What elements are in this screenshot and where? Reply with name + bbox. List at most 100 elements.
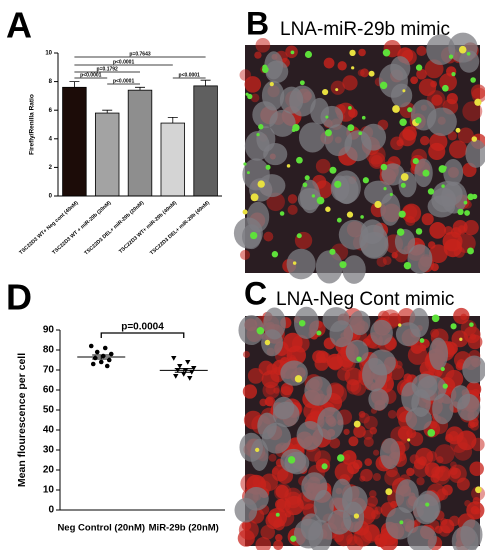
y-tick-label: 30 — [43, 445, 55, 456]
green-signal — [467, 247, 474, 255]
x-tick-label: Neg Control (20nM) — [57, 523, 145, 534]
green-signal — [360, 215, 364, 219]
nucleus — [390, 56, 411, 81]
nucleus — [395, 479, 419, 513]
green-signal — [403, 261, 412, 270]
green-signal — [474, 98, 482, 106]
red-signal — [350, 380, 367, 396]
data-point — [88, 343, 94, 349]
red-signal — [346, 534, 358, 546]
nucleus — [298, 122, 327, 153]
green-signal — [399, 118, 407, 126]
nucleus — [315, 250, 343, 284]
red-signal — [415, 447, 434, 466]
data-point — [106, 357, 112, 363]
green-signal — [347, 124, 355, 132]
green-signal — [442, 383, 448, 389]
red-signal — [247, 367, 264, 384]
nucleus — [370, 319, 393, 346]
p-value: p<0.0001 — [179, 72, 200, 78]
green-signal — [383, 187, 387, 191]
green-signal — [302, 182, 308, 188]
nucleus — [317, 406, 344, 440]
nucleus — [405, 407, 432, 431]
nucleus — [451, 525, 479, 550]
y-tick-label: 50 — [43, 405, 55, 416]
micrograph — [234, 306, 485, 550]
red-signal — [341, 450, 357, 466]
red-signal — [448, 430, 459, 442]
x-tick-label: MiR-29b (20nM) — [149, 523, 219, 534]
red-signal — [291, 334, 310, 353]
nucleus — [395, 322, 421, 347]
nucleus — [320, 105, 344, 128]
p-value: p<0.0001 — [80, 72, 101, 78]
red-signal — [358, 411, 366, 418]
image-title: LNA-Neg Cont mimic — [276, 289, 454, 310]
red-signal — [419, 361, 436, 377]
x-tick-label: TSC22D3 WT + miR-29b (20nM) — [51, 200, 112, 256]
y-tick-label: 80 — [43, 345, 55, 356]
green-signal — [279, 211, 285, 216]
green-signal — [427, 188, 435, 195]
red-signal — [327, 384, 347, 404]
nucleus — [261, 422, 292, 454]
green-signal — [275, 512, 280, 517]
green-signal — [475, 486, 482, 494]
nucleus — [238, 315, 265, 346]
nucleus — [289, 85, 316, 117]
green-signal — [324, 129, 332, 137]
green-signal — [463, 200, 468, 205]
red-signal — [244, 76, 262, 93]
red-signal — [467, 421, 476, 429]
data-point — [171, 356, 177, 361]
nucleus — [329, 320, 354, 348]
green-signal — [296, 233, 302, 239]
green-signal — [382, 49, 391, 57]
green-signal — [311, 194, 316, 198]
nucleus — [411, 373, 438, 399]
data-point — [94, 349, 100, 355]
green-signal — [415, 117, 422, 124]
green-signal — [422, 169, 430, 177]
error-bar — [102, 109, 113, 114]
x-tick-label: TSC22D3 WT+ Neg cont (40nM) — [18, 200, 80, 256]
nucleus — [428, 337, 449, 371]
green-signal — [256, 326, 265, 335]
green-signal — [298, 319, 306, 327]
red-signal — [343, 428, 350, 435]
red-signal — [280, 386, 292, 398]
green-signal — [427, 429, 436, 437]
red-signal — [464, 500, 471, 507]
data-point — [98, 359, 104, 365]
red-signal — [409, 431, 424, 447]
red-signal — [462, 101, 483, 122]
green-signal — [353, 513, 360, 519]
green-signal — [415, 228, 423, 235]
green-signal — [290, 535, 297, 542]
nucleus — [286, 248, 316, 280]
data-point — [90, 361, 96, 367]
error-bar — [135, 86, 145, 91]
red-signal — [336, 351, 345, 360]
green-signal — [336, 217, 342, 223]
panel-letter: B — [246, 5, 269, 41]
green-signal — [292, 261, 297, 265]
bar — [94, 112, 120, 197]
red-signal — [372, 472, 381, 482]
green-signal — [380, 163, 388, 171]
red-signal — [460, 319, 477, 336]
red-signal — [261, 370, 280, 389]
nucleus — [246, 201, 270, 233]
red-signal — [275, 534, 283, 542]
red-signal — [364, 458, 373, 466]
y-tick-label: 6 — [49, 108, 53, 114]
nucleus — [261, 80, 285, 111]
green-signal — [362, 177, 369, 184]
red-signal — [368, 152, 386, 169]
green-signal — [269, 82, 274, 87]
green-signal — [304, 50, 313, 59]
y-tick-label: 10 — [43, 485, 55, 496]
red-signal — [239, 249, 251, 260]
green-signal — [265, 164, 271, 170]
